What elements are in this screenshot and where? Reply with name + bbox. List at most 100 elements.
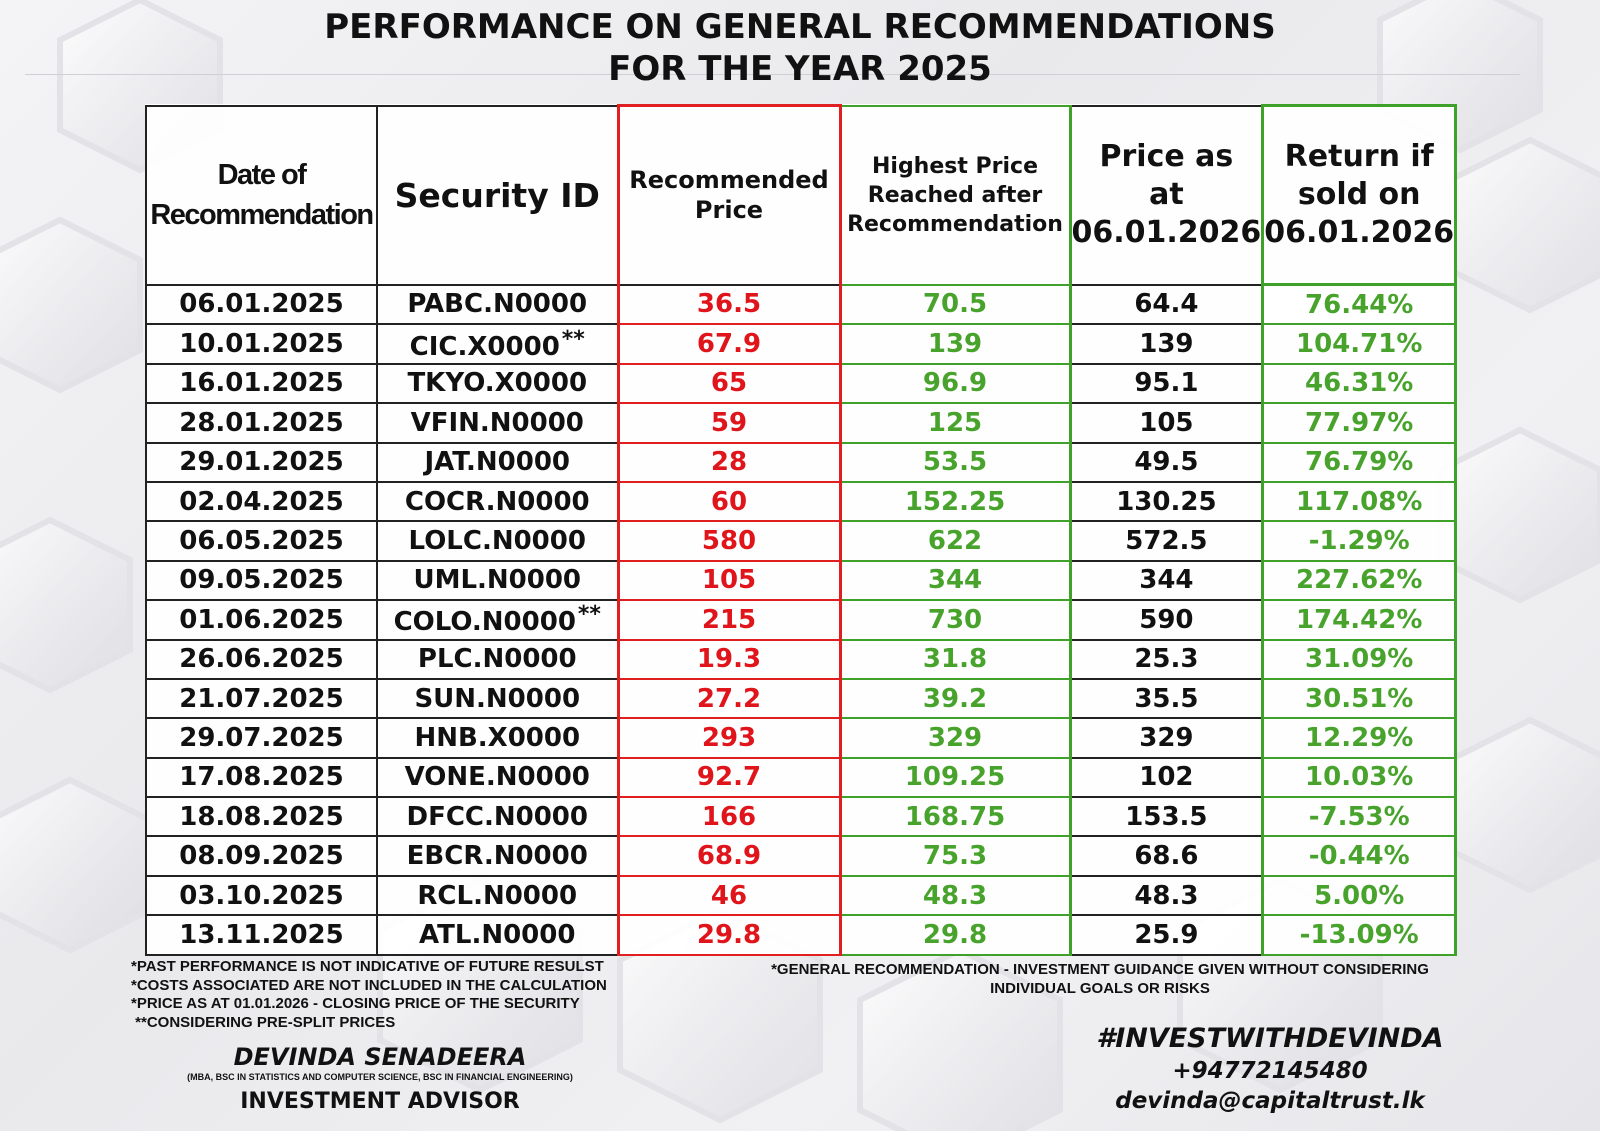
cell-highest-price-value: 622 [927,526,983,557]
cell-recommended-price-value: 19.3 [696,644,762,675]
cell-recommended-price-value: 68.9 [696,841,762,872]
cell-return: -13.09% [1261,914,1458,956]
cell-security-id-value: VFIN.N0000 [410,407,584,438]
cell-return-value: -1.29% [1308,526,1410,557]
cell-security-id-value: PABC.N0000 [407,289,588,320]
header-security-id: Security ID [376,104,619,286]
cell-highest-price: 48.3 [838,874,1072,917]
cell-return: 76.79% [1261,441,1458,483]
cell-recommended-price-value: 36.5 [696,289,762,320]
cell-date: 13.11.2025 [145,914,378,956]
cell-recommended-price-value: 166 [701,801,757,832]
cell-current-price-value: 102 [1139,762,1194,793]
cell-recommended-price-value: 580 [701,526,757,557]
cell-recommended-price: 215 [616,599,842,641]
cell-return-value: 31.09% [1305,644,1414,675]
cell-current-price: 344 [1069,559,1264,602]
title-divider [25,74,1520,75]
cell-date: 17.08.2025 [145,756,378,799]
cell-recommended-price: 28 [616,441,842,483]
disclaimer-notes: *PAST PERFORMANCE IS NOT INDICATIVE OF F… [131,958,607,1032]
cell-date-value: 26.06.2025 [179,644,344,675]
cell-return-value: 174.42% [1296,604,1423,635]
cell-security-id: RCL.N0000 [376,874,619,917]
table-row: 01.06.2025 COLO.N0000** 215 730 590 174.42% [145,599,1458,641]
table-row: 09.05.2025 UML.N0000 105 344 344 227.62% [145,559,1458,602]
table-row: 03.10.2025 RCL.N0000 46 48.3 48.3 5.00% [145,874,1458,917]
cell-recommended-price-value: 60 [710,486,748,517]
cell-security-id: VFIN.N0000 [376,402,619,444]
cell-date-value: 17.08.2025 [179,762,344,793]
cell-return: 10.03% [1261,756,1458,799]
cell-highest-price: 730 [838,599,1072,641]
cell-return-value: 104.71% [1296,329,1423,360]
cell-recommended-price: 293 [616,717,842,759]
cell-date-value: 16.01.2025 [179,368,344,399]
cell-return: -7.53% [1261,796,1458,838]
cell-date-value: 02.04.2025 [179,486,344,517]
header-return-line: sold on [1297,177,1421,212]
cell-return-value: -13.09% [1299,919,1419,950]
cell-date: 26.06.2025 [145,638,378,680]
general-recommendation-note: *GENERAL RECOMMENDATION - INVESTMENT GUI… [720,960,1480,998]
cell-recommended-price-value: 67.9 [696,329,762,360]
cell-return-value: -7.53% [1308,801,1410,832]
cell-recommended-price: 36.5 [616,283,842,326]
cell-highest-price: 622 [838,520,1072,562]
table-row: 06.01.2025 PABC.N0000 36.5 70.5 64.4 76.44% [145,283,1458,326]
cell-highest-price-value: 70.5 [922,289,988,320]
cell-date-value: 10.01.2025 [179,329,344,360]
table-row: 26.06.2025 PLC.N0000 19.3 31.8 25.3 31.09% [145,638,1458,680]
cell-highest-price: 70.5 [838,283,1072,326]
cell-return-value: 77.97% [1305,407,1414,438]
cell-highest-price: 139 [838,323,1072,365]
cell-current-price: 102 [1069,756,1264,799]
header-date-line: Recommendation [150,199,374,231]
cell-recommended-price: 67.9 [616,323,842,365]
cell-recommended-price-value: 29.8 [696,919,762,950]
contact-block: #INVESTWITHDEVINDA +94772145480 devinda@… [1020,1022,1520,1116]
cell-highest-price-value: 168.75 [904,801,1006,832]
cell-date: 21.07.2025 [145,677,378,720]
cell-return-value: 76.44% [1305,289,1414,320]
cell-date: 16.01.2025 [145,362,378,405]
cell-highest-price: 96.9 [838,362,1072,405]
cell-security-id: PABC.N0000 [376,283,619,326]
cell-security-id-value: TKYO.X0000 [407,368,588,399]
email-address[interactable]: devinda@capitaltrust.lk [1115,1088,1425,1114]
header-highest-line: Recommendation [847,211,1063,237]
table-row: 06.05.2025 LOLC.N0000 580 622 572.5 -1.29% [145,520,1458,562]
disclaimer-note: *PAST PERFORMANCE IS NOT INDICATIVE OF F… [131,958,604,975]
header-highest-line: Highest Price [871,153,1039,179]
cell-date-value: 29.01.2025 [179,447,344,478]
cell-current-price: 64.4 [1069,283,1264,326]
cell-current-price-value: 139 [1139,329,1194,360]
cell-current-price-value: 344 [1139,565,1194,596]
cell-current-price-value: 25.9 [1134,919,1199,950]
cell-security-id: DFCC.N0000 [376,796,619,838]
cell-security-id-value: PLC.N0000 [417,644,577,675]
cell-highest-price: 39.2 [838,677,1072,720]
cell-highest-price: 29.8 [838,914,1072,956]
cell-security-id-value: CIC.X0000 [409,331,560,362]
cell-highest-price: 168.75 [838,796,1072,838]
cell-date-value: 09.05.2025 [179,565,344,596]
cell-current-price: 25.3 [1069,638,1264,680]
cell-highest-price-value: 344 [927,565,983,596]
cell-recommended-price: 105 [616,559,842,602]
cell-current-price: 130.25 [1069,480,1264,523]
cell-security-id-value: JAT.N0000 [424,447,571,478]
cell-date: 01.06.2025 [145,599,378,641]
cell-highest-price: 125 [838,402,1072,444]
header-security-line: Security ID [394,175,600,215]
disclaimer-note: *COSTS ASSOCIATED ARE NOT INCLUDED IN TH… [131,976,607,994]
cell-return: 77.97% [1261,402,1458,444]
table-row: 16.01.2025 TKYO.X0000 65 96.9 95.1 46.31% [145,362,1458,405]
cell-recommended-price: 60 [616,480,842,523]
header-return-line: 06.01.2026 [1264,215,1455,250]
cell-current-price-value: 105 [1139,407,1194,438]
cell-highest-price-value: 329 [927,722,983,753]
table-row: 29.07.2025 HNB.X0000 293 329 329 12.29% [145,717,1458,759]
cell-current-price-value: 153.5 [1125,801,1208,832]
